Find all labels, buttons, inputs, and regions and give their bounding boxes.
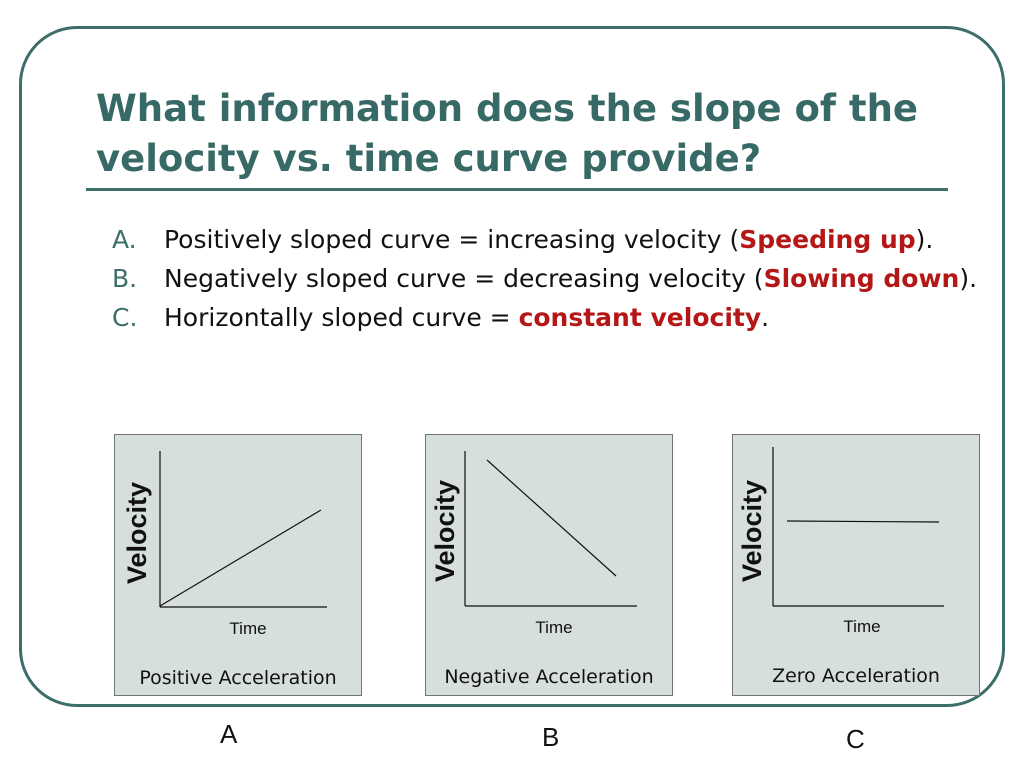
list-item-c: C. Horizontally sloped curve = constant v… [112,300,992,336]
list-marker: A. [112,225,137,254]
slide-frame [19,26,1005,707]
list-item-b: B. Negatively sloped curve = decreasing v… [112,261,992,297]
x-axis-label: Time [229,619,266,638]
item-text-end: ). [915,225,934,254]
graph-letter-a: A [220,719,238,749]
graph-caption: Zero Acceleration [772,665,940,687]
graph-caption: Positive Acceleration [139,667,337,689]
velocity-line-constant [786,520,940,523]
list-marker: B. [112,264,138,293]
title-underline [86,188,948,191]
y-axis-label: Velocity [430,480,460,582]
graph-letter-c: C [846,724,865,754]
item-highlight: Slowing down [763,264,960,293]
graph-b-svg: Velocity Time [430,451,637,637]
slide-title: What information does the slope of the v… [96,87,919,180]
item-text: Negatively sloped curve = decreasing vel… [164,264,764,293]
y-axis-label: Velocity [737,480,767,582]
graph-panel-a: Velocity Time Positive Acceleration [114,434,362,696]
graph-panel-b: Velocity Time Negative Acceleration [425,434,673,696]
item-highlight: Speeding up [739,225,916,254]
item-text: Horizontally sloped curve = [164,303,519,332]
graph-c-svg: Velocity Time [737,447,944,636]
list-marker: C. [112,303,138,332]
graph-a-svg: Velocity Time [122,451,327,638]
velocity-line-decreasing [486,459,617,577]
graph-caption: Negative Acceleration [444,666,654,688]
y-axis-label: Velocity [122,482,152,584]
item-text-end: . [761,303,770,332]
bullet-list: A. Positively sloped curve = increasing v… [112,222,992,339]
list-item-a: A. Positively sloped curve = increasing v… [112,222,992,258]
item-highlight: constant velocity [518,303,762,332]
x-axis-label: Time [843,617,880,636]
x-axis-label: Time [535,618,572,637]
item-text: Positively sloped curve = increasing vel… [164,225,740,254]
velocity-line-increasing [159,509,322,607]
item-text-end: ). [959,264,978,293]
graph-letter-b: B [542,722,560,752]
graph-panel-c: Velocity Time Zero Acceleration [732,434,980,696]
